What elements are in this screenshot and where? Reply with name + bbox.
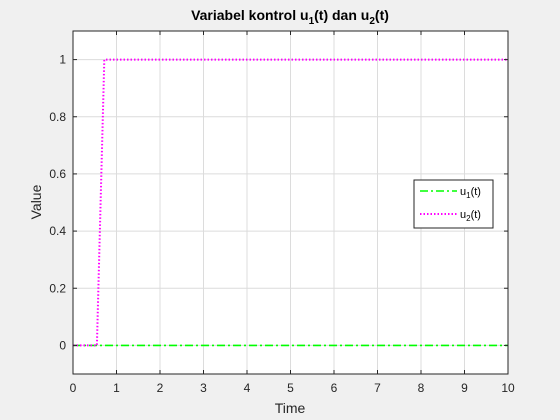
chart-title-main: Variabel kontrol u	[191, 7, 308, 23]
x-tick-label: 7	[374, 381, 381, 395]
chart-title: Variabel kontrol u1(t) dan u2(t)	[191, 7, 389, 27]
series-line-u2	[73, 58, 508, 347]
ticks: 0 1 2 3 4 5 6 7 8 9 10 0 0.2 0.4 0.6 0.8 1	[49, 31, 515, 395]
x-tick-label: 4	[244, 381, 251, 395]
x-tick-label: 1	[113, 381, 120, 395]
legend-box	[413, 179, 494, 229]
legend-label-u1-sub: 1	[466, 191, 471, 200]
legend-label-u1-end: (t)	[471, 186, 481, 198]
chart-title-mid: (t) dan u	[314, 7, 369, 23]
x-tick-label: 5	[287, 381, 294, 395]
legend[interactable]: u1(t) u2(t)	[413, 179, 494, 229]
y-axis-label: Value	[28, 184, 44, 219]
y-tick-label: 0.6	[49, 167, 66, 181]
x-tick-label: 6	[331, 381, 338, 395]
y-tick-label: 0	[59, 338, 66, 352]
y-tick-label: 0.4	[49, 224, 66, 238]
chart-title-sub2: 2	[369, 16, 375, 27]
chart-title-end: (t)	[375, 7, 389, 23]
x-tick-label: 8	[418, 381, 425, 395]
legend-label-u1-base: u	[460, 186, 466, 198]
y-tick-label: 1	[59, 53, 66, 67]
x-axis-label: Time	[275, 400, 306, 416]
legend-label-u2: u2(t)	[460, 209, 481, 223]
y-tick-label: 0.2	[49, 281, 66, 295]
x-tick-label: 9	[461, 381, 468, 395]
legend-label-u2-sub: 2	[466, 214, 471, 223]
legend-label-u2-end: (t)	[471, 209, 481, 221]
series-layer	[73, 58, 508, 347]
x-tick-label: 2	[157, 381, 164, 395]
x-tick-label: 0	[70, 381, 77, 395]
x-tick-label: 10	[501, 381, 515, 395]
legend-label-u2-base: u	[460, 209, 466, 221]
chart-title-sub1: 1	[309, 16, 315, 27]
x-tick-label: 3	[200, 381, 207, 395]
legend-label-u1: u1(t)	[460, 186, 481, 200]
y-tick-label: 0.8	[49, 110, 66, 124]
